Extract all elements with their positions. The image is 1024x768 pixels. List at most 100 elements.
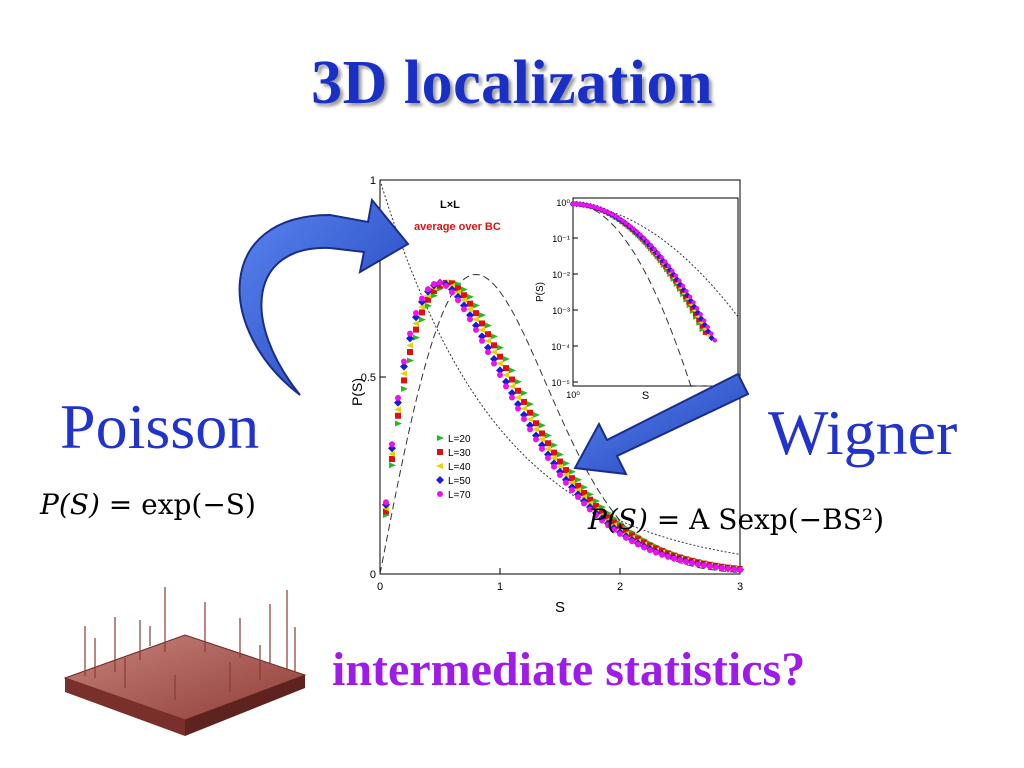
data-point	[431, 280, 437, 287]
data-point	[503, 355, 510, 362]
data-point	[544, 445, 551, 452]
data-point	[478, 326, 485, 333]
data-point	[647, 547, 653, 554]
inset-frame	[572, 197, 739, 387]
inset-data-point	[613, 214, 618, 219]
data-point	[683, 558, 689, 565]
inset-data-point	[705, 333, 711, 338]
data-point	[581, 484, 588, 491]
data-point	[737, 566, 743, 573]
legend-label: L=50	[448, 476, 471, 487]
data-point	[467, 293, 474, 300]
data-point	[527, 426, 533, 433]
data-point	[443, 282, 449, 289]
data-point	[514, 394, 521, 401]
data-point	[527, 409, 533, 416]
inset-data-point	[673, 273, 679, 278]
inset-y-tick-label: 10⁻³	[552, 306, 570, 316]
data-point	[593, 512, 599, 519]
inset-data-point	[679, 289, 685, 294]
data-point	[449, 280, 455, 287]
inset-data-point	[699, 324, 704, 329]
data-point	[479, 312, 486, 319]
data-point	[557, 458, 563, 465]
chart-subtitle: average over BC	[414, 221, 501, 233]
inset-data-point	[686, 303, 693, 309]
data-point	[389, 441, 395, 448]
inset-x-tick-label: 10⁰	[566, 390, 580, 400]
data-point	[419, 309, 425, 316]
data-point	[437, 279, 443, 286]
data-point	[581, 489, 587, 496]
inset-data-point	[669, 274, 675, 279]
inset-data-point	[694, 309, 701, 316]
data-point	[431, 287, 437, 294]
inset-poisson-curve	[572, 203, 739, 318]
inset-data-point	[652, 246, 657, 252]
data-point	[491, 333, 498, 340]
data-point	[388, 450, 395, 457]
data-point	[533, 411, 540, 418]
data-point	[539, 445, 545, 452]
data-point	[503, 365, 509, 372]
legend-marker	[437, 491, 443, 497]
data-point	[515, 378, 522, 385]
data-point	[575, 494, 581, 501]
data-point	[587, 506, 593, 513]
y-tick-label: 0	[370, 569, 376, 581]
data-point	[725, 565, 731, 572]
data-point	[599, 508, 605, 515]
data-point	[557, 451, 564, 458]
data-point	[514, 400, 522, 409]
inset-data-point	[602, 208, 608, 214]
inset-data-point	[609, 212, 615, 217]
data-point	[508, 383, 515, 390]
wigner-formula: P(S) = A Sexp(−BS²)	[588, 503, 885, 536]
data-point	[533, 420, 539, 427]
data-point	[515, 387, 521, 394]
wigner-label: Wigner	[768, 397, 958, 468]
inset-data-point	[689, 309, 696, 314]
data-point	[563, 479, 569, 486]
data-point	[485, 322, 492, 329]
data-point	[629, 538, 635, 545]
data-point	[418, 304, 425, 311]
question-text: intermediate statistics?	[332, 643, 806, 696]
data-point	[526, 416, 533, 423]
data-point	[635, 536, 641, 543]
data-point	[568, 479, 575, 486]
data-point	[623, 528, 629, 535]
data-point	[389, 462, 396, 469]
inset-series-L-70	[570, 201, 718, 343]
legend-marker	[437, 435, 444, 441]
inset-y-axis-label: P(S)	[535, 282, 546, 302]
inset-data-point	[677, 278, 682, 283]
data-point	[538, 436, 545, 443]
data-point	[394, 398, 402, 407]
data-point	[731, 566, 737, 573]
data-point	[503, 383, 509, 390]
data-point	[611, 519, 617, 526]
data-point	[508, 389, 516, 398]
data-point	[496, 360, 503, 367]
data-point	[449, 289, 455, 296]
data-point	[539, 430, 545, 437]
data-point	[665, 553, 671, 560]
data-point	[593, 502, 599, 509]
data-point	[515, 405, 521, 412]
inset-data-point	[659, 255, 664, 260]
inset-data-point	[638, 232, 643, 237]
data-point	[472, 316, 479, 323]
y-axis-label: P(S)	[349, 378, 365, 406]
inset-data-point	[683, 294, 688, 300]
data-point	[611, 526, 617, 533]
legend-marker	[437, 449, 443, 455]
inset-data-point	[699, 327, 705, 333]
legend-label: L=70	[448, 490, 471, 501]
data-point	[617, 524, 623, 531]
inset-data-point	[663, 259, 668, 264]
x-tick-label: 3	[737, 581, 743, 593]
data-point	[413, 310, 419, 317]
data-point	[569, 468, 576, 475]
